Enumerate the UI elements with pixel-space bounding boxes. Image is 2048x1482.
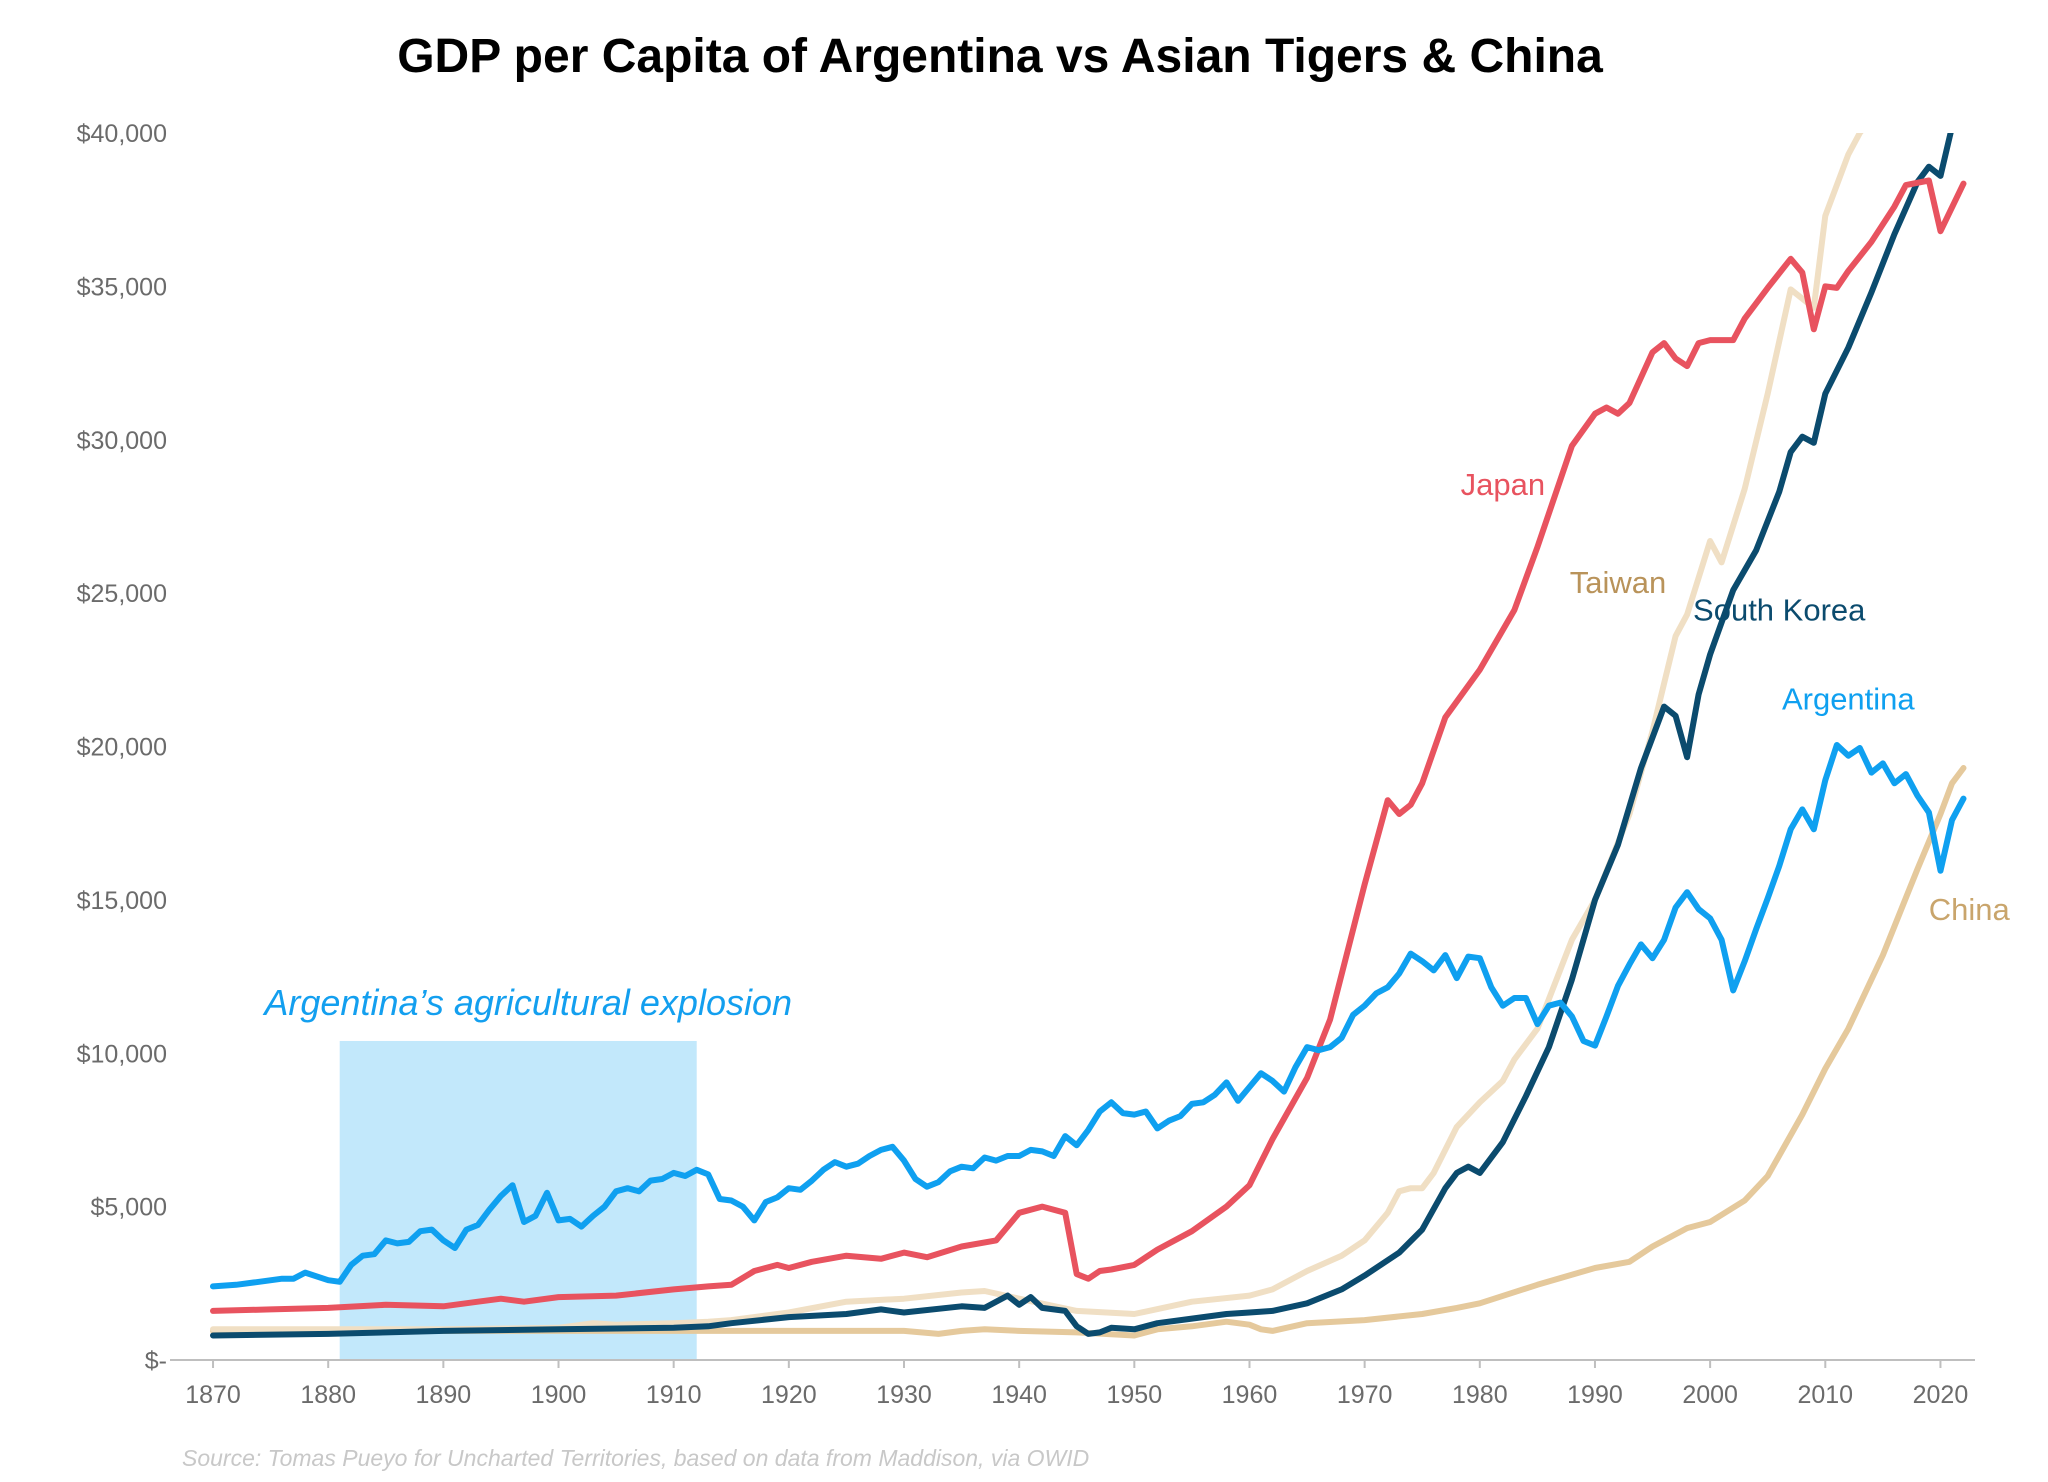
y-tick-label: $35,000 bbox=[77, 273, 167, 301]
y-tick-label: $25,000 bbox=[77, 580, 167, 608]
series-labels: Japan Taiwan South Korea Argentina China bbox=[1461, 467, 2011, 927]
x-tick-label: 2020 bbox=[1913, 1381, 1969, 1409]
series-label-argentina: Argentina bbox=[1782, 682, 1915, 717]
series-line-china bbox=[210, 765, 1967, 1339]
series-line-argentina bbox=[210, 742, 1967, 1290]
series-label-taiwan: Taiwan bbox=[1570, 565, 1667, 600]
x-tick-label: 1960 bbox=[1222, 1381, 1278, 1409]
series-line-taiwan bbox=[210, 133, 1864, 1333]
y-tick-label: $40,000 bbox=[77, 120, 167, 148]
series-label-china: China bbox=[1929, 892, 2011, 927]
annotation-label: Argentina’s agricultural explosion bbox=[262, 982, 792, 1023]
series-label-japan: Japan bbox=[1461, 467, 1545, 502]
series-line-south-korea bbox=[210, 133, 1954, 1339]
y-tick-label: $20,000 bbox=[77, 734, 167, 762]
x-tick-label: 1920 bbox=[761, 1381, 817, 1409]
chart-title: GDP per Capita of Argentina vs Asian Tig… bbox=[397, 30, 1603, 83]
x-tick-label: 1950 bbox=[1107, 1381, 1163, 1409]
x-tick-label: 1900 bbox=[531, 1381, 587, 1409]
x-tick-label: 1930 bbox=[876, 1381, 932, 1409]
x-tick-label: 2000 bbox=[1682, 1381, 1738, 1409]
x-tick-label: 1940 bbox=[991, 1381, 1047, 1409]
series-label-south-korea: South Korea bbox=[1693, 593, 1866, 628]
y-tick-label: $- bbox=[145, 1347, 167, 1375]
x-tick-label: 1910 bbox=[646, 1381, 702, 1409]
y-tick-label: $5,000 bbox=[91, 1194, 167, 1222]
x-tick-label: 2010 bbox=[1797, 1381, 1853, 1409]
source-note: Source: Tomas Pueyo for Uncharted Territ… bbox=[182, 1445, 1089, 1471]
x-tick-label: 1990 bbox=[1567, 1381, 1623, 1409]
x-tick-label: 1980 bbox=[1452, 1381, 1508, 1409]
x-tick-label: 1970 bbox=[1337, 1381, 1393, 1409]
y-tick-label: $15,000 bbox=[77, 887, 167, 915]
x-tick-label: 1870 bbox=[185, 1381, 241, 1409]
x-tick-label: 1880 bbox=[300, 1381, 356, 1409]
x-tick-label: 1890 bbox=[416, 1381, 472, 1409]
y-tick-label: $10,000 bbox=[77, 1040, 167, 1068]
series-line-japan bbox=[210, 177, 1967, 1314]
series-lines bbox=[210, 133, 1967, 1339]
y-tick-label: $30,000 bbox=[77, 427, 167, 455]
axes: 1870 1880 1890 1900 1910 1920 1930 1940 1950 1960… bbox=[77, 120, 1975, 1409]
